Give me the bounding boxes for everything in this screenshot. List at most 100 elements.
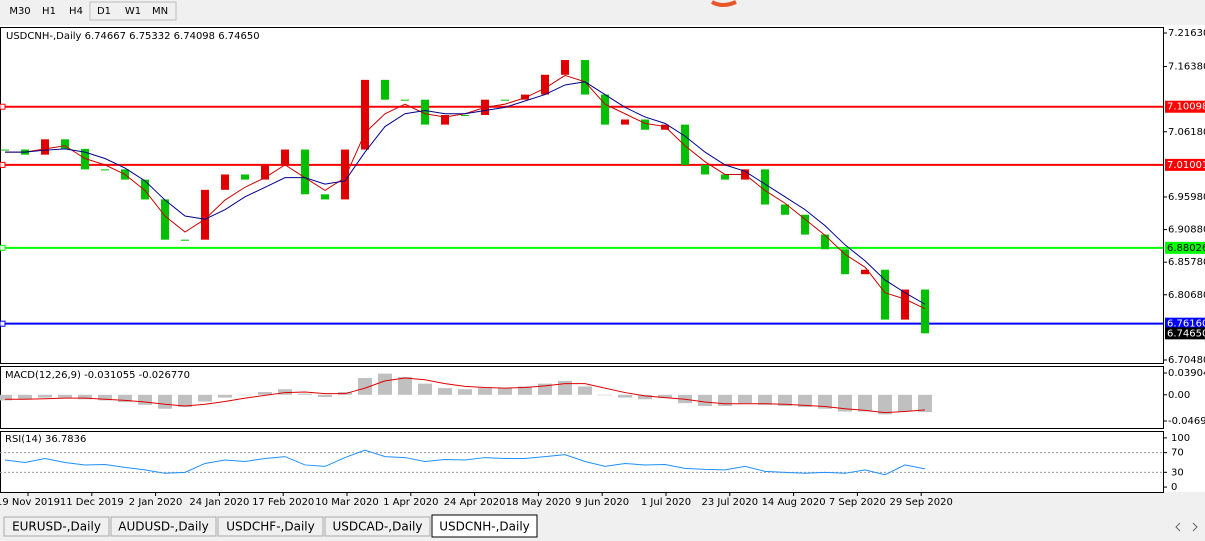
x-tick-label: 24 Jan 2020: [189, 497, 249, 508]
candle: [521, 94, 529, 100]
timeframe-button[interactable]: H4: [69, 6, 83, 17]
logo: [710, 0, 737, 7]
rsi-header: RSI(14) 36.7836: [5, 434, 86, 445]
candle: [1, 149, 9, 151]
tab[interactable]: [324, 516, 431, 537]
tab[interactable]: [217, 516, 324, 537]
ma-slow: [5, 81, 926, 305]
y-tick-label: 100: [1171, 433, 1190, 444]
x-tick-label: 10 Mar 2020: [315, 497, 378, 508]
candle: [361, 79, 369, 150]
x-tick-label: 23 Jul 2020: [701, 497, 758, 508]
tab[interactable]: [3, 516, 110, 537]
candle: [261, 164, 269, 180]
level-label-bg: [1165, 158, 1205, 171]
candle: [161, 199, 169, 240]
macd-bar: [598, 394, 612, 396]
candle: [381, 79, 389, 100]
macd-signal: [5, 377, 926, 414]
macd-bar: [78, 394, 92, 400]
y-tick-label: 0.00: [1168, 390, 1190, 401]
candle: [101, 169, 109, 171]
timeframe-button[interactable]: D1: [97, 6, 111, 17]
y-tick-label: -0.046959: [1168, 416, 1205, 427]
level-label: 6.88026: [1167, 243, 1205, 254]
macd-header: MACD(12,26,9) -0.031055 -0.026770: [5, 370, 190, 381]
candle: [641, 119, 649, 130]
x-tick-label: 1 Apr 2020: [383, 497, 438, 508]
x-tick-label: 24 Apr 2020: [444, 497, 506, 508]
candle: [701, 164, 709, 175]
x-tick-label: 19 Nov 2019: [0, 497, 60, 508]
scroll-left[interactable]: [1175, 522, 1181, 532]
tab-label[interactable]: EURUSD-,Daily: [12, 520, 101, 534]
y-tick-label: 0: [1171, 482, 1177, 493]
macd-bar: [538, 383, 552, 395]
candle: [401, 99, 409, 101]
candle: [901, 289, 909, 320]
candle: [441, 115, 449, 125]
timeframe-button[interactable]: H1: [42, 6, 56, 17]
candle: [801, 214, 809, 235]
candle: [221, 174, 229, 190]
macd-bar: [238, 394, 252, 396]
macd-bar: [918, 394, 932, 413]
current-price-bg: [1165, 327, 1205, 340]
macd-bar: [38, 394, 52, 398]
timeframe-button[interactable]: W1: [125, 6, 141, 17]
macd-bar: [318, 394, 332, 398]
macd-bar: [758, 394, 772, 405]
tab-label[interactable]: USDCHF-,Daily: [226, 520, 314, 534]
candle: [501, 99, 509, 101]
candle: [141, 179, 149, 200]
y-tick-label: 30: [1171, 467, 1184, 478]
candle: [861, 269, 869, 275]
candle: [761, 169, 769, 205]
candle: [841, 249, 849, 275]
x-tick-label: 29 Sep 2020: [890, 497, 953, 508]
tab[interactable]: [110, 516, 217, 537]
macd-bar: [798, 394, 812, 408]
y-tick-label: 6.80680: [1168, 290, 1205, 301]
macd-bar: [0, 394, 12, 401]
rsi-pane: [0, 431, 1164, 493]
tab-label[interactable]: USDCAD-,Daily: [333, 520, 423, 534]
y-tick-label: 6.90880: [1168, 225, 1205, 236]
candle: [321, 194, 329, 200]
macd-bar: [18, 394, 32, 400]
level-label: 6.76160: [1167, 319, 1205, 330]
toolbar: [0, 0, 1205, 22]
y-tick-label: 70: [1171, 448, 1184, 459]
chart-header: USDCNH-,Daily 6.74667 6.75332 6.74098 6.…: [6, 31, 260, 42]
rsi-line: [4, 449, 926, 476]
level-label: 7.01001: [1167, 160, 1205, 171]
macd-bar: [658, 394, 672, 399]
macd-bar: [838, 394, 852, 412]
main-pane: [0, 27, 1164, 364]
candle: [581, 60, 589, 95]
macd-bar: [458, 389, 472, 395]
timeframe-button[interactable]: M30: [9, 6, 30, 17]
y-tick-label: 7.06180: [1168, 127, 1205, 138]
level-handle: [0, 244, 6, 251]
macd-bar: [518, 386, 532, 395]
macd-bar: [198, 394, 212, 402]
candle: [721, 174, 729, 180]
scroll-right[interactable]: [1192, 522, 1198, 532]
macd-bar: [278, 389, 292, 395]
candle: [461, 115, 469, 117]
x-tick-label: 17 Feb 2020: [252, 497, 314, 508]
candle: [561, 60, 569, 75]
y-tick-label: 7.16380: [1168, 62, 1205, 73]
x-tick-label: 7 Sep 2020: [829, 497, 886, 508]
tab[interactable]: [431, 514, 538, 538]
timeframe-button[interactable]: MN: [152, 6, 168, 17]
candle: [301, 149, 309, 195]
tab-label[interactable]: USDCNH-,Daily: [439, 520, 530, 534]
macd-bar: [358, 378, 372, 395]
tab-label[interactable]: AUDUSD-,Daily: [118, 520, 208, 534]
level-label-bg: [1165, 317, 1205, 330]
macd-bar: [378, 373, 392, 395]
